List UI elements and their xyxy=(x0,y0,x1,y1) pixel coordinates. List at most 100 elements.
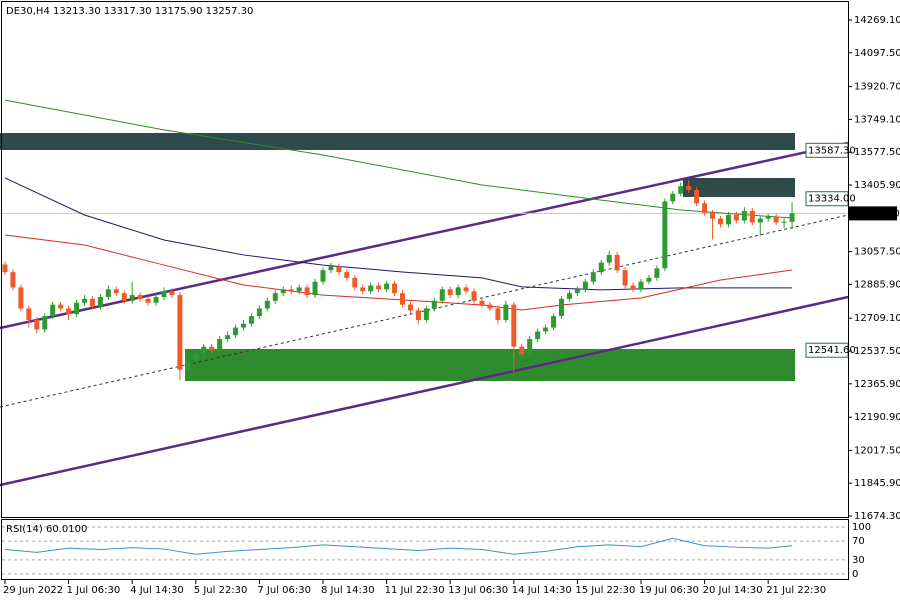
candle-body xyxy=(439,289,445,301)
candle-body xyxy=(582,281,588,290)
candle-body xyxy=(622,270,628,286)
candle-body xyxy=(264,300,270,309)
candle-body xyxy=(574,289,580,294)
candle-body xyxy=(248,316,254,324)
candle-body xyxy=(598,262,604,273)
candle-body xyxy=(519,346,525,355)
candle-body xyxy=(169,291,175,296)
candle-body xyxy=(42,316,48,330)
candle-body xyxy=(638,281,644,290)
candle-body xyxy=(662,201,668,269)
candle-body xyxy=(718,218,723,225)
rsi-line xyxy=(4,537,793,555)
x-tick-label: 14 Jul 14:30 xyxy=(512,585,572,596)
x-tick-label: 20 Jul 14:30 xyxy=(703,585,763,596)
resistance-zone xyxy=(683,178,795,197)
rsi-tick-label: 0 xyxy=(852,569,858,580)
y-tick-label: 13920.70 xyxy=(854,82,900,93)
candle-body xyxy=(757,218,763,223)
x-tick-label: 29 Jun 2022 xyxy=(3,585,63,596)
candle-body xyxy=(495,308,501,320)
candle-body xyxy=(543,327,549,332)
candle-body xyxy=(590,272,596,282)
candle-body xyxy=(320,270,326,282)
x-tick-label: 8 Jul 14:30 xyxy=(321,585,375,596)
moving-average xyxy=(4,99,793,219)
chart-title: DE30,H4 13213.30 13317.30 13175.90 13257… xyxy=(6,6,253,17)
candle-body xyxy=(256,308,262,317)
candle-body xyxy=(447,289,453,296)
rsi-tick-label: 70 xyxy=(852,536,865,547)
rsi-title: RSI(14) 60.0100 xyxy=(6,524,87,535)
y-tick-label: 13749.10 xyxy=(854,114,900,125)
candle-body xyxy=(415,310,421,320)
current-price-label: 13257.30 xyxy=(852,208,900,219)
candle-body xyxy=(10,272,16,288)
candle-body xyxy=(272,293,278,301)
rsi-tick-label: 100 xyxy=(852,522,871,533)
candle-body xyxy=(725,214,731,225)
candle-body xyxy=(225,335,231,340)
candle-body xyxy=(551,316,557,328)
candle-body xyxy=(646,277,652,282)
candle-body xyxy=(376,285,382,290)
candle-body xyxy=(566,293,572,299)
level-label: 12541.60 xyxy=(808,345,856,356)
candle-body xyxy=(535,331,541,340)
y-tick-label: 11845.90 xyxy=(854,478,900,489)
candle-body xyxy=(431,300,437,309)
candle-body xyxy=(217,339,223,351)
candle-body xyxy=(360,287,366,292)
rsi-frame xyxy=(1,519,849,580)
x-tick-label: 21 Jul 22:30 xyxy=(766,585,826,596)
candle-body xyxy=(527,339,533,355)
level-label: 13334.00 xyxy=(808,194,856,205)
resistance-zone xyxy=(0,133,795,150)
candle-body xyxy=(26,308,32,320)
moving-average xyxy=(4,177,793,291)
candle-body xyxy=(82,298,87,303)
candle-body xyxy=(233,327,239,336)
candle-body xyxy=(559,298,564,317)
y-tick-label: 13405.90 xyxy=(854,180,900,191)
y-tick-label: 14097.50 xyxy=(854,48,900,59)
candle-body xyxy=(503,304,509,320)
y-tick-label: 13577.50 xyxy=(854,147,900,158)
candle-body xyxy=(678,186,684,194)
candle-body xyxy=(368,285,374,292)
y-tick-label: 14269.10 xyxy=(854,15,900,26)
x-tick-label: 13 Jul 06:30 xyxy=(448,585,508,596)
candle-body xyxy=(614,254,620,271)
candle-body xyxy=(2,264,8,273)
candle-body xyxy=(161,291,167,297)
candle-body xyxy=(511,304,517,347)
candle-body xyxy=(702,203,708,213)
candle-body xyxy=(392,283,398,294)
level-label: 13587.30 xyxy=(808,145,856,156)
x-tick-label: 19 Jul 06:30 xyxy=(639,585,699,596)
candle-body xyxy=(400,293,405,305)
candle-body xyxy=(97,296,103,307)
candle-body xyxy=(654,268,660,278)
candle-body xyxy=(733,214,739,221)
candle-body xyxy=(89,298,95,307)
y-tick-label: 12885.90 xyxy=(854,279,900,290)
candle-body xyxy=(145,298,151,303)
candle-body xyxy=(288,289,294,292)
x-tick-label: 4 Jul 14:30 xyxy=(130,585,184,596)
y-tick-label: 13057.50 xyxy=(854,247,900,258)
candle-body xyxy=(749,210,755,223)
candle-body xyxy=(34,319,40,330)
candle-body xyxy=(209,346,215,351)
candle-body xyxy=(280,289,286,294)
candle-body xyxy=(241,323,246,328)
candle-body xyxy=(50,304,56,317)
candle-body xyxy=(352,277,358,288)
current-price-box xyxy=(849,206,897,221)
y-tick-label: 12017.50 xyxy=(854,445,900,456)
candle-body xyxy=(153,296,159,303)
candle-body xyxy=(487,304,493,309)
candle-body xyxy=(129,295,135,301)
candle-body xyxy=(710,212,716,219)
